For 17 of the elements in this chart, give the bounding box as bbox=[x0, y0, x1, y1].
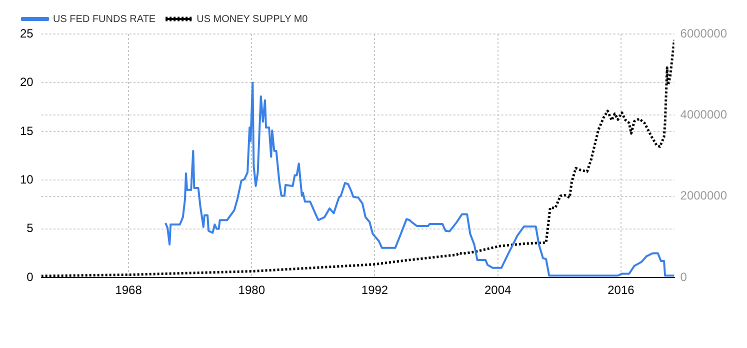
y-tick-label: 10 bbox=[20, 172, 34, 186]
y-tick-label: 20 bbox=[20, 75, 34, 90]
y-tick-label: 0 bbox=[26, 270, 34, 284]
y-tick-label: 5 bbox=[26, 221, 34, 236]
legend-label: US FED FUNDS RATE bbox=[53, 14, 156, 25]
y-tick-label: 25 bbox=[20, 26, 34, 40]
y2-tick-label: 0 bbox=[680, 270, 688, 284]
legend-label: US MONEY SUPPLY M0 bbox=[196, 14, 308, 25]
x-tick-label: 2016 bbox=[608, 283, 635, 298]
y-tick-label: 15 bbox=[20, 124, 34, 138]
y2-tick-label: 4000000 bbox=[680, 108, 728, 122]
x-tick-label: 1980 bbox=[238, 283, 266, 298]
x-tick-label: 1992 bbox=[361, 283, 388, 298]
x-tick-label: 2004 bbox=[484, 283, 512, 298]
y2-tick-label: 6000000 bbox=[680, 26, 728, 40]
y2-tick-label: 2000000 bbox=[680, 188, 728, 203]
x-tick-label: 1968 bbox=[115, 283, 142, 298]
